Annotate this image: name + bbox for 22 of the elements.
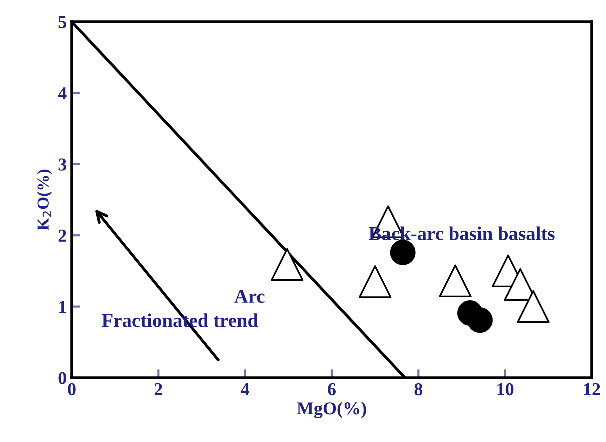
point xyxy=(390,240,416,266)
x-tick-label: 4 xyxy=(241,384,250,396)
x-tick-label: 6 xyxy=(328,383,336,396)
point xyxy=(271,248,304,282)
y-tick-label: 5 xyxy=(58,16,66,28)
annotation: Arc xyxy=(234,290,265,304)
x-tick-label: 12 xyxy=(584,383,600,396)
x-tick-label: 10 xyxy=(498,383,514,396)
point xyxy=(358,266,392,298)
y-tick-label: 4 xyxy=(58,88,67,100)
y-tick-label: 3 xyxy=(58,158,67,171)
y-tick-label: 2 xyxy=(58,230,66,242)
x-tick-label: 2 xyxy=(154,383,162,396)
y-axis-title: K$_{2}$O(%) xyxy=(37,170,52,231)
y-tick-label: 0 xyxy=(58,372,66,384)
x-axis-title: MgO(%) xyxy=(297,402,366,419)
y-tick-label: 1 xyxy=(60,301,66,314)
x-tick-label: 8 xyxy=(414,383,423,396)
point xyxy=(467,308,493,334)
x-tick-label: 0 xyxy=(68,383,76,396)
point xyxy=(517,290,550,324)
point xyxy=(439,264,472,298)
